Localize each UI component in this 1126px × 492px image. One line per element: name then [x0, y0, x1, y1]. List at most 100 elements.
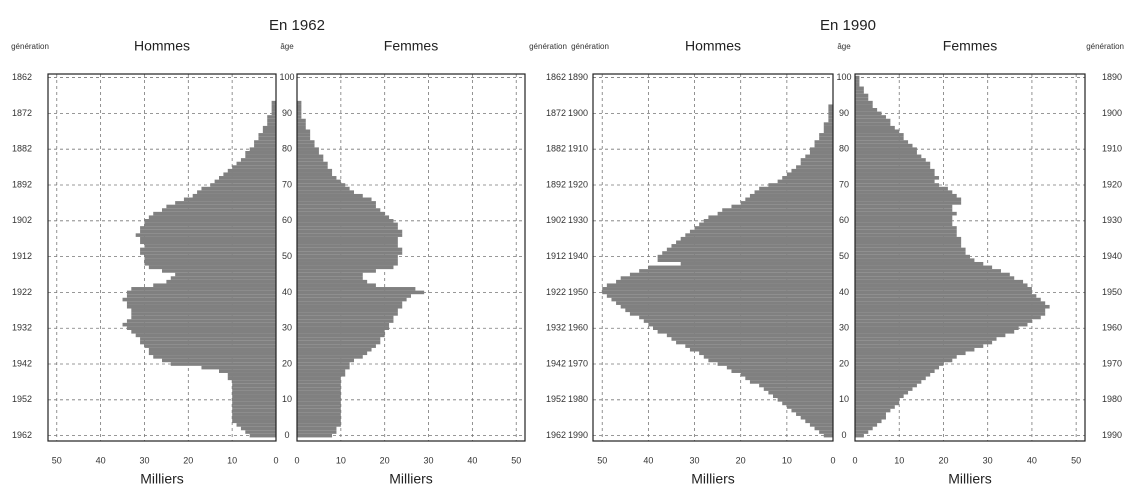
bar [245, 430, 276, 434]
bar [297, 283, 376, 288]
bar [676, 240, 833, 245]
x-tick-label: 30 [690, 455, 700, 465]
bar [175, 201, 276, 205]
bar [777, 398, 833, 402]
bar [297, 279, 368, 284]
bar [786, 172, 833, 177]
x-tick-label: 50 [52, 455, 62, 465]
bar [855, 419, 882, 424]
bar [823, 433, 833, 438]
bar [855, 186, 948, 191]
x-tick-label: 0 [273, 455, 278, 465]
bar [297, 430, 337, 434]
bar [855, 133, 904, 137]
bar [855, 312, 1046, 316]
bar [148, 351, 276, 356]
bar [823, 129, 833, 134]
bar [855, 337, 997, 341]
bar [297, 380, 341, 384]
chart-title: En 1962 [269, 17, 325, 34]
x-tick-label: 40 [643, 455, 653, 465]
bar [153, 355, 276, 359]
bar [855, 118, 891, 123]
age-tick-label: 20 [282, 358, 292, 368]
bar [297, 415, 341, 420]
panel-frame [854, 73, 1086, 442]
generation-tick-label: 1910 [1102, 144, 1122, 154]
generation-tick-label: 1900 [568, 108, 588, 118]
bar [183, 197, 276, 202]
bar [297, 394, 341, 399]
bar [140, 240, 276, 245]
bar [297, 398, 341, 402]
bar [855, 165, 931, 169]
bar [297, 136, 311, 141]
age-tick-label: 100 [836, 72, 851, 82]
age-tick-label: 80 [839, 144, 849, 154]
x-axis-label: Milliers [389, 471, 433, 487]
bar [726, 365, 833, 370]
bar [297, 308, 398, 313]
bar [297, 387, 341, 391]
x-tick-label: 10 [336, 455, 346, 465]
bar [297, 226, 398, 230]
bar [297, 261, 398, 266]
bar [175, 272, 276, 277]
bar [297, 186, 350, 191]
bar [210, 183, 276, 187]
bar [819, 430, 833, 434]
bar [262, 125, 276, 130]
bar [214, 179, 276, 184]
generation-tick-label: 1980 [1102, 394, 1122, 404]
bar [855, 201, 962, 205]
x-tick-label: 10 [894, 455, 904, 465]
bar [258, 133, 276, 137]
age-tick-label: 50 [839, 251, 849, 261]
bar [227, 168, 276, 173]
bar [170, 276, 276, 280]
bar [740, 372, 833, 377]
x-tick-label: 30 [983, 455, 993, 465]
bar [297, 190, 354, 194]
bar [271, 100, 276, 105]
bar [855, 115, 886, 119]
bar [717, 211, 833, 216]
bar [249, 147, 276, 151]
bar [773, 394, 833, 399]
bar [768, 183, 833, 187]
bar [602, 287, 833, 291]
bar [297, 100, 302, 105]
x-tick-label: 20 [380, 455, 390, 465]
bar [855, 433, 864, 438]
bar [855, 279, 1024, 284]
generation-tick-label: 1892 [546, 179, 566, 189]
bar [262, 129, 276, 134]
bar [819, 133, 833, 137]
bar [236, 161, 276, 166]
generation-tick-label: 1900 [1102, 108, 1122, 118]
bar [297, 408, 341, 413]
bar [855, 383, 917, 388]
bar [828, 104, 833, 109]
bar [297, 287, 416, 291]
bar [823, 125, 833, 130]
bar [639, 315, 833, 320]
bar [232, 405, 276, 409]
generation-tick-label: 1890 [568, 72, 588, 82]
bar [197, 190, 276, 194]
bar [144, 261, 276, 266]
bar [699, 222, 833, 227]
bar [800, 158, 833, 162]
age-tick-label: 10 [282, 394, 292, 404]
bar [805, 419, 833, 424]
bar [685, 233, 833, 237]
bar [126, 301, 276, 305]
bar [297, 326, 390, 331]
bar [144, 344, 276, 348]
bar [297, 236, 398, 241]
bar [625, 308, 833, 313]
bar [828, 118, 833, 123]
bar [606, 294, 833, 298]
bar [144, 254, 276, 259]
bar [144, 222, 276, 227]
